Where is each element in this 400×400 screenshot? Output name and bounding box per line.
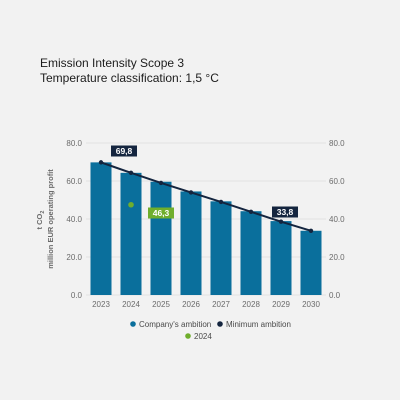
x-tick-label: 2025 (152, 300, 170, 309)
line-minimum-ambition (100, 161, 312, 232)
y-tick-label-left: 0.0 (71, 291, 83, 300)
legend-marker (217, 321, 223, 327)
y-tick-label-left: 60.0 (66, 177, 82, 186)
data-label-box (111, 145, 137, 157)
data-label: 46,3 (153, 208, 170, 218)
y-axis-label-subscript: 2 (40, 211, 46, 214)
y-tick-label-right: 80.0 (329, 139, 345, 148)
y-axis-label: t CO2 million EUR operating profit (35, 169, 55, 269)
x-tick-label: 2026 (182, 300, 200, 309)
y-tick-label-right: 40.0 (329, 215, 345, 224)
axis-layer: 0.0 0.0 20.0 20.0 40.0 40.0 60.0 60.0 80.0 80.0 20… (66, 139, 345, 309)
legend-layer: Company's ambition Minimum ambition 2024 (130, 320, 291, 341)
bar-company-ambition (180, 191, 202, 295)
x-tick-label: 2030 (302, 300, 320, 309)
y-tick-label-right: 60.0 (329, 177, 345, 186)
y-axis-label-line1: t CO2 (35, 211, 46, 230)
bar-company-ambition (150, 181, 172, 295)
bar-company-ambition (120, 172, 142, 295)
legend-label: Company's ambition (139, 320, 211, 329)
point-minimum-ambition (158, 180, 164, 186)
y-tick-label-left: 40.0 (66, 215, 82, 224)
x-tick-label: 2024 (122, 300, 140, 309)
x-tick-label: 2029 (272, 300, 290, 309)
point-minimum-ambition (308, 228, 314, 233)
data-label-box (272, 206, 298, 218)
point-minimum-ambition (98, 160, 104, 165)
bar-company-ambition (300, 230, 322, 295)
x-tick-label: 2023 (92, 300, 110, 309)
data-label: 33,8 (277, 207, 294, 217)
legend-label: 2024 (194, 332, 212, 341)
point-2024 (128, 201, 134, 208)
labels-layer: 69,8 46,3 33,8 (111, 145, 298, 219)
point-minimum-ambition (278, 219, 284, 224)
bar-company-ambition (270, 221, 292, 295)
y-tick-label-left: 80.0 (66, 139, 82, 148)
bars-layer (90, 162, 322, 295)
bar-company-ambition (240, 211, 262, 295)
bar-company-ambition (210, 201, 232, 295)
chart-title: Emission Intensity Scope 3 Temperature c… (40, 56, 219, 86)
y-tick-label-right: 20.0 (329, 253, 345, 262)
line-layer (98, 160, 314, 233)
chart-title-line1: Emission Intensity Scope 3 (40, 56, 185, 70)
point-minimum-ambition (128, 170, 134, 176)
x-tick-label: 2027 (212, 300, 230, 309)
y-axis-label-line2: million EUR operating profit (46, 169, 55, 269)
legend-marker (185, 333, 191, 339)
legend-marker (130, 321, 136, 327)
bar-company-ambition (90, 162, 112, 295)
point-minimum-ambition (218, 199, 224, 205)
point-minimum-ambition (248, 209, 254, 214)
point-minimum-ambition (188, 190, 194, 195)
x-tick-label: 2028 (242, 300, 260, 309)
data-label: 69,8 (116, 146, 133, 156)
y-tick-label-left: 20.0 (66, 253, 82, 262)
y-tick-label-right: 0.0 (329, 291, 341, 300)
data-label-box (148, 207, 174, 219)
legend-label: Minimum ambition (226, 320, 291, 329)
chart-title-line2: Temperature classification: 1,5 °C (40, 71, 219, 85)
